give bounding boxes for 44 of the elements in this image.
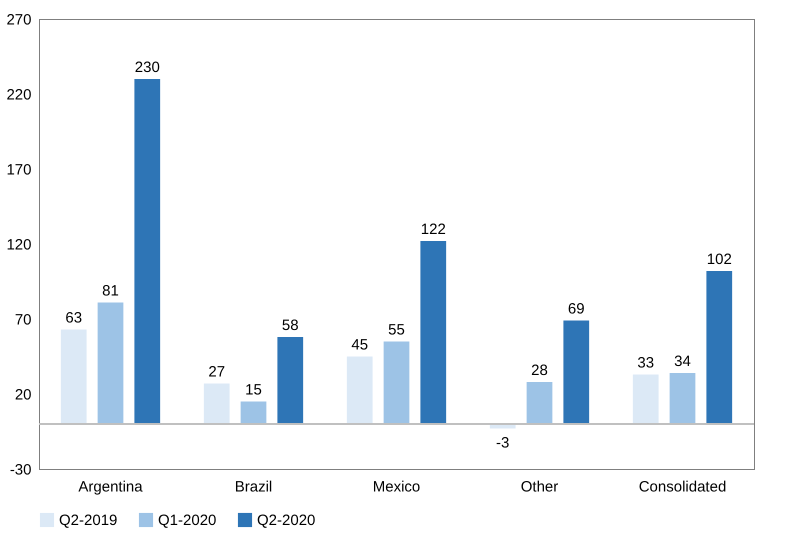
legend-label: Q2-2020: [257, 512, 316, 529]
bar: [98, 302, 124, 424]
data-label: 102: [706, 251, 732, 268]
data-label: 69: [568, 300, 585, 318]
legend-label: Q2-2019: [59, 512, 118, 529]
y-tick-label: -30: [10, 462, 32, 478]
bar: [420, 241, 446, 424]
bar: [60, 330, 87, 424]
bar: [204, 384, 230, 424]
x-tick-label: Consolidated: [638, 478, 726, 496]
y-tick-label: 120: [6, 236, 32, 254]
y-tick-label: 70: [14, 312, 32, 328]
y-tick-label: 20: [14, 386, 32, 404]
bar: [240, 402, 266, 424]
data-label: -3: [496, 434, 510, 452]
data-label: 230: [134, 59, 160, 76]
x-tick-label: Brazil: [234, 478, 272, 496]
data-label: 58: [282, 317, 299, 334]
x-tick-label: Mexico: [372, 478, 420, 496]
data-label: 45: [351, 336, 368, 354]
bar: [563, 320, 590, 424]
x-tick-label: Argentina: [78, 478, 144, 496]
x-tick-label: Other: [520, 478, 558, 496]
bar: [346, 356, 373, 424]
data-label: 122: [420, 221, 446, 238]
bar: [277, 337, 304, 424]
data-label: 27: [208, 364, 226, 380]
y-tick-label: 220: [6, 86, 32, 104]
data-label: 28: [531, 362, 548, 379]
y-tick-label: 270: [6, 12, 32, 28]
data-label: 33: [637, 354, 654, 372]
bar: [632, 374, 659, 424]
bar: [670, 373, 696, 424]
bar: [134, 79, 160, 424]
y-tick-label: 170: [6, 162, 32, 178]
data-label: 15: [245, 382, 262, 398]
bar: [384, 342, 410, 424]
data-label: 81: [102, 282, 119, 300]
data-label: 63: [65, 310, 82, 326]
data-label: 34: [674, 353, 691, 370]
bar: [706, 271, 732, 424]
data-label: 55: [388, 322, 405, 338]
legend-label: Q1-2020: [158, 512, 216, 529]
bar: [526, 382, 552, 424]
